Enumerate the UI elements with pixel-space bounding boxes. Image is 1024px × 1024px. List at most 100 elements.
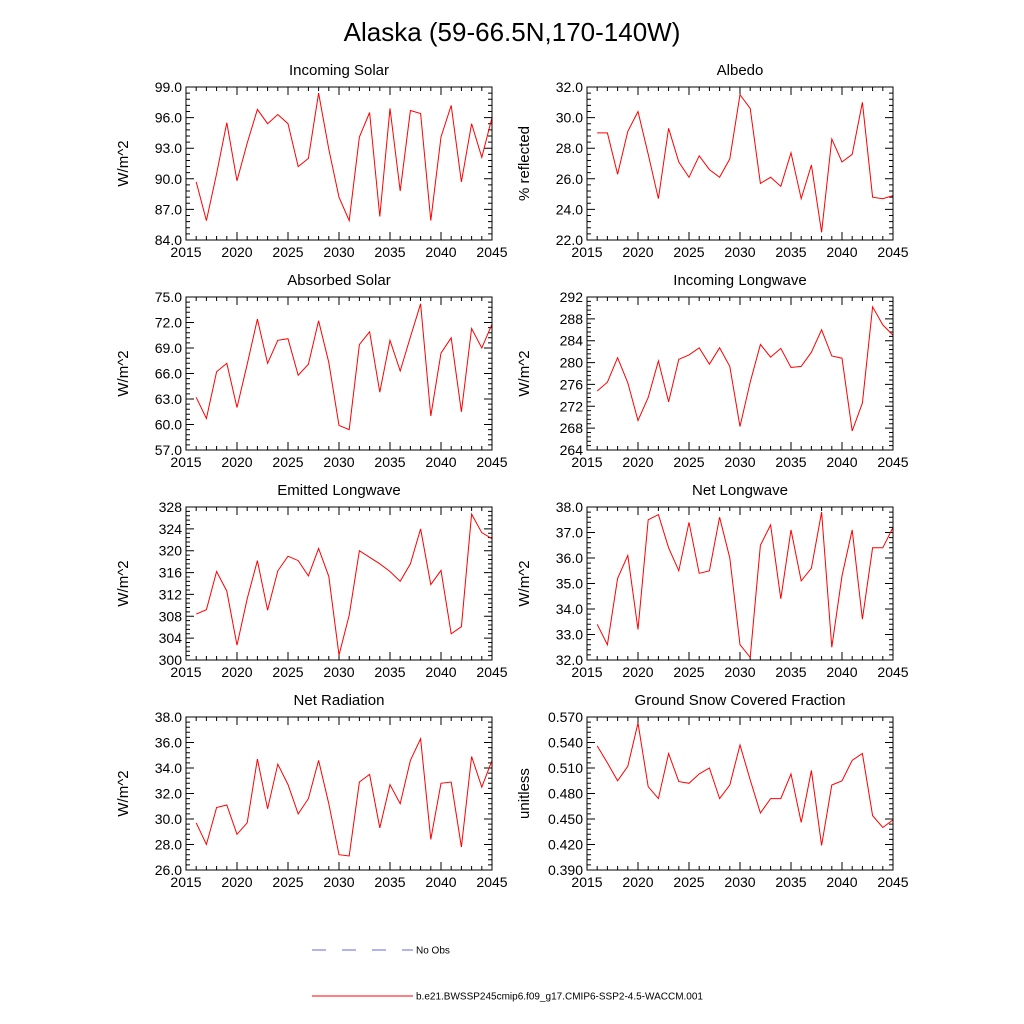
y-tick-label: 0.480 xyxy=(548,786,583,802)
y-tick-label: 32.0 xyxy=(155,786,182,802)
y-tick-label: 87.0 xyxy=(155,201,182,217)
panels: 2015 2020 2025 2030 2035 2040 2045 84.0 87.0 90.0… xyxy=(115,62,909,890)
y-tick-label: 35.0 xyxy=(556,576,583,592)
y-tick-label: 22.0 xyxy=(556,232,583,248)
y-tick-label: 276 xyxy=(560,376,584,392)
x-tick-label: 2015 xyxy=(571,874,602,890)
minor-ticks xyxy=(186,507,492,660)
x-tick-label: 2025 xyxy=(673,874,704,890)
x-tick-label: 2045 xyxy=(476,244,507,260)
y-tick-label: 37.0 xyxy=(556,525,583,541)
panel-title: Absorbed Solar xyxy=(287,272,390,289)
y-tick-label: 36.0 xyxy=(155,735,182,751)
series-line-absorbed-solar xyxy=(195,303,493,431)
x-tick-label: 2035 xyxy=(775,244,806,260)
y-axis-label: W/m^2 xyxy=(115,560,132,606)
x-tick-label: 2035 xyxy=(775,664,806,680)
x-tick-label: 2040 xyxy=(826,664,857,680)
minor-ticks xyxy=(587,717,893,870)
x-tick-label: 2025 xyxy=(673,454,704,470)
y-tick-label: 60.0 xyxy=(155,417,182,433)
panel-incoming-solar: 2015 2020 2025 2030 2035 2040 2045 84.0 87.0 90.0… xyxy=(115,62,508,260)
main-title: Alaska (59-66.5N,170-140W) xyxy=(344,17,681,47)
x-tick-label: 2020 xyxy=(221,874,252,890)
y-tick-label: 0.510 xyxy=(548,760,583,776)
panel-ground-snow-covered-fraction: 2015 2020 2025 2030 2035 2040 2045 0.390 0.420 0.… xyxy=(516,692,909,890)
y-tick-label: 32.0 xyxy=(556,79,583,95)
y-tick-label: 84.0 xyxy=(155,232,182,248)
y-tick-label: 328 xyxy=(159,499,183,515)
y-tick-label: 24.0 xyxy=(556,201,583,217)
x-tick-label: 2035 xyxy=(374,244,405,260)
x-tick-label: 2015 xyxy=(170,874,201,890)
y-tick-label: 0.420 xyxy=(548,837,583,853)
x-tick-label: 2025 xyxy=(673,244,704,260)
x-tick-label: 2045 xyxy=(877,874,908,890)
plot-frame xyxy=(185,506,493,661)
y-axis-label: W/m^2 xyxy=(115,140,132,186)
panel-title: Incoming Longwave xyxy=(673,272,806,289)
x-tick-label: 2040 xyxy=(425,454,456,470)
y-axis-label: W/m^2 xyxy=(115,350,132,396)
x-tick-label: 2045 xyxy=(877,454,908,470)
panel-net-longwave: 2015 2020 2025 2030 2035 2040 2045 32.0 33.0 34.0… xyxy=(516,482,909,680)
plot-frame xyxy=(586,716,894,871)
panel-title: Net Radiation xyxy=(294,692,385,709)
x-tick-label: 2045 xyxy=(877,664,908,680)
y-tick-label: 28.0 xyxy=(556,140,583,156)
minor-ticks xyxy=(186,717,492,870)
x-tick-label: 2040 xyxy=(826,874,857,890)
x-tick-label: 2035 xyxy=(775,874,806,890)
x-tick-label: 2020 xyxy=(221,454,252,470)
x-tick-label: 2030 xyxy=(724,454,755,470)
y-tick-label: 0.390 xyxy=(548,862,583,878)
y-axis-label: % reflected xyxy=(516,126,533,201)
y-tick-label: 28.0 xyxy=(155,837,182,853)
panel-albedo: 2015 2020 2025 2030 2035 2040 2045 22.0 24.0 26.0… xyxy=(516,62,909,260)
y-tick-label: 284 xyxy=(560,333,584,349)
x-tick-label: 2025 xyxy=(272,454,303,470)
x-tick-label: 2015 xyxy=(170,664,201,680)
x-tick-label: 2040 xyxy=(826,244,857,260)
y-tick-label: 312 xyxy=(159,586,183,602)
y-tick-label: 34.0 xyxy=(556,601,583,617)
x-tick-label: 2020 xyxy=(622,874,653,890)
x-tick-label: 2040 xyxy=(826,454,857,470)
x-tick-label: 2045 xyxy=(877,244,908,260)
y-tick-label: 320 xyxy=(159,543,183,559)
series-line-albedo xyxy=(597,93,894,233)
x-tick-label: 2025 xyxy=(272,244,303,260)
plot-frame xyxy=(185,296,493,451)
y-tick-label: 26.0 xyxy=(155,862,182,878)
y-axis-label: W/m^2 xyxy=(516,350,533,396)
y-axis-label: W/m^2 xyxy=(516,560,533,606)
series-line-net-radiation xyxy=(195,736,493,857)
y-axis-label: unitless xyxy=(516,768,533,819)
y-tick-label: 33.0 xyxy=(556,627,583,643)
y-tick-label: 32.0 xyxy=(556,652,583,668)
y-tick-label: 93.0 xyxy=(155,140,182,156)
x-tick-label: 2030 xyxy=(724,244,755,260)
y-tick-label: 38.0 xyxy=(556,499,583,515)
minor-ticks xyxy=(587,297,893,450)
y-tick-label: 99.0 xyxy=(155,79,182,95)
x-tick-label: 2020 xyxy=(622,244,653,260)
x-tick-label: 2040 xyxy=(425,664,456,680)
y-tick-label: 324 xyxy=(159,521,183,537)
y-tick-label: 308 xyxy=(159,608,183,624)
series-line-incoming-longwave xyxy=(596,305,894,432)
y-tick-label: 300 xyxy=(159,652,183,668)
plot-frame xyxy=(185,86,493,241)
y-tick-label: 57.0 xyxy=(155,442,182,458)
y-tick-label: 30.0 xyxy=(556,110,583,126)
x-tick-label: 2015 xyxy=(571,664,602,680)
series-line-ground-snow-covered-fraction xyxy=(596,722,894,846)
plot-frame xyxy=(586,506,894,661)
y-tick-label: 280 xyxy=(560,355,584,371)
y-tick-label: 0.540 xyxy=(548,735,583,751)
x-tick-label: 2045 xyxy=(476,454,507,470)
y-tick-label: 38.0 xyxy=(155,709,182,725)
y-tick-label: 34.0 xyxy=(155,760,182,776)
minor-ticks xyxy=(186,297,492,450)
